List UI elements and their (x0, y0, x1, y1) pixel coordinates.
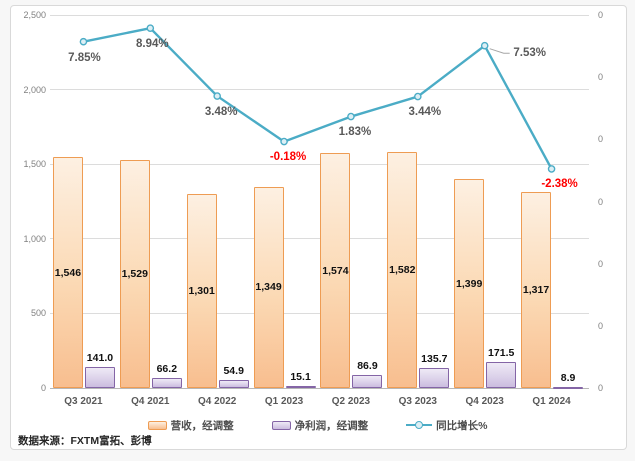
gridline (50, 238, 589, 240)
gridline (50, 312, 589, 314)
yoy-value-label: -0.18% (269, 150, 307, 163)
x-axis-label: Q1 2024 (532, 396, 571, 407)
legend-item: 营收，经调整 (147, 418, 234, 433)
yoy-value-label: 8.94% (136, 38, 169, 51)
profit-value-label: 8.9 (560, 371, 576, 384)
y-axis-label-left: 1,500 (23, 159, 46, 170)
yoy-value-label: -2.38% (541, 177, 578, 190)
y-axis-label-left: 2,500 (23, 10, 46, 20)
profit-value-label: 171.5 (488, 347, 515, 360)
revenue-bar (253, 186, 284, 388)
profit-bar (486, 362, 517, 388)
profit-value-label: 141.0 (86, 351, 114, 364)
x-axis-label: Q3 2023 (398, 396, 437, 407)
gridline (50, 89, 589, 91)
legend-swatch-revenue (147, 420, 167, 430)
y-axis-label-right: 0 (598, 320, 604, 331)
legend: 营收，经调整 净利润，经调整 同比增长% (10, 416, 625, 434)
x-axis-label: Q2 2023 (331, 396, 371, 407)
x-axis-label: Q1 2023 (264, 396, 304, 407)
legend-label: 净利润，经调整 (294, 419, 369, 432)
y-axis-label-right: 0 (598, 134, 604, 145)
y-axis-label-right: 0 (598, 383, 604, 393)
revenue-bar (387, 151, 418, 388)
profit-value-label: 54.9 (223, 364, 244, 377)
legend-swatch-profit (271, 420, 291, 430)
revenue-bar (52, 157, 83, 388)
profit-bar (352, 375, 383, 388)
legend-label: 营收，经调整 (170, 419, 234, 432)
revenue-value-label: 1,301 (188, 284, 215, 297)
yoy-value-label: 1.83% (338, 125, 372, 138)
profit-bar (151, 378, 182, 388)
revenue-bar (320, 153, 351, 388)
gridline (50, 14, 589, 16)
gridline (50, 387, 589, 389)
revenue-value-label: 1,529 (121, 267, 148, 280)
x-axis-label: Q4 2023 (465, 396, 504, 407)
revenue-value-label: 1,399 (456, 277, 483, 290)
yoy-value-label: 3.48% (204, 106, 238, 119)
revenue-bar (186, 193, 217, 388)
legend-line-swatch (406, 420, 433, 430)
y-axis-label-left: 500 (30, 308, 46, 319)
revenue-bar (521, 191, 552, 388)
revenue-value-label: 1,582 (389, 263, 416, 276)
x-axis-label: Q4 2022 (198, 396, 237, 407)
y-axis-label-left: 1,000 (23, 233, 46, 244)
legend-item: 净利润，经调整 (271, 418, 369, 433)
legend-label: 同比增长% (436, 419, 488, 432)
yoy-value-label: 3.44% (408, 105, 442, 118)
y-axis-label-left: 2,000 (23, 84, 46, 95)
profit-bar (553, 386, 584, 389)
revenue-value-label: 1,546 (54, 266, 82, 279)
x-axis-label: Q4 2021 (131, 396, 170, 407)
yoy-value-label: 7.85% (68, 51, 101, 64)
legend-item: 同比增长% (406, 418, 487, 433)
profit-value-label: 66.2 (156, 363, 178, 376)
profit-bar (285, 385, 316, 388)
source-note: 数据来源：FXTM富拓、彭博 (18, 435, 152, 447)
profit-bar (218, 379, 249, 388)
revenue-value-label: 1,317 (522, 283, 550, 296)
profit-value-label: 86.9 (357, 360, 378, 373)
yoy-value-label: 7.53% (513, 46, 546, 59)
revenue-bar (454, 179, 485, 388)
revenue-value-label: 1,574 (322, 264, 349, 277)
y-axis-label-right: 0 (598, 10, 604, 20)
y-axis-label-right: 0 (598, 258, 604, 269)
profit-value-label: 135.7 (421, 352, 448, 365)
y-axis-label-left: 0 (40, 383, 46, 393)
revenue-value-label: 1,349 (255, 281, 282, 294)
x-axis-label: Q3 2021 (64, 396, 103, 407)
legend-line-marker (415, 421, 424, 429)
y-axis-label-right: 0 (598, 72, 604, 83)
profit-value-label: 15.1 (290, 370, 311, 383)
y-axis-label-right: 0 (598, 196, 604, 207)
profit-bar (419, 367, 450, 388)
profit-bar (84, 366, 115, 388)
